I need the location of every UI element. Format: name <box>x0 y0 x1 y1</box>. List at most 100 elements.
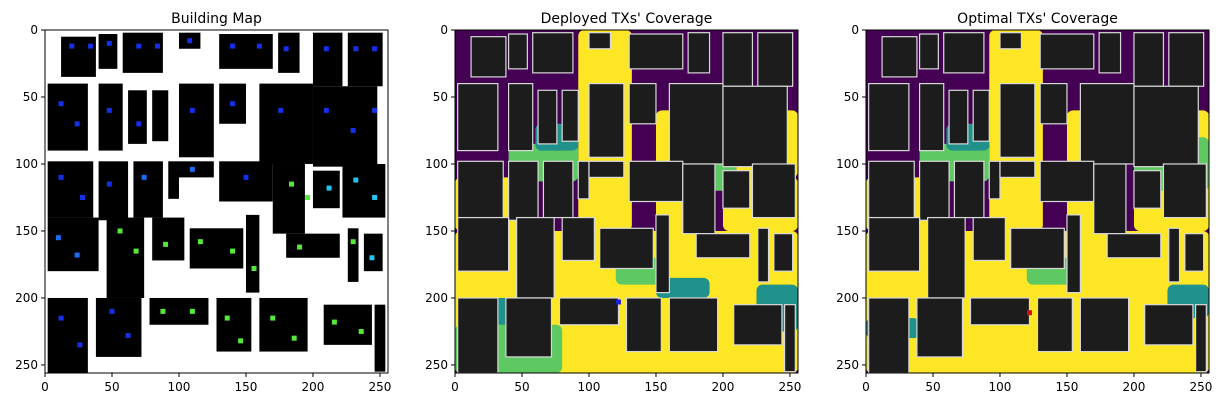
candidate-tx-marker <box>197 239 203 245</box>
building <box>1106 233 1162 259</box>
candidate-tx-marker <box>69 43 75 49</box>
building <box>1039 33 1095 70</box>
y-tick-label: 200 <box>836 291 859 305</box>
building <box>347 228 359 282</box>
building <box>918 82 945 152</box>
building <box>47 297 88 373</box>
axes-frame <box>865 29 1210 374</box>
candidate-tx-marker <box>326 185 332 191</box>
building <box>1093 163 1127 235</box>
x-tick-label: 150 <box>645 380 668 394</box>
building <box>245 214 260 293</box>
building <box>286 233 340 258</box>
building <box>628 82 657 125</box>
building <box>918 160 950 221</box>
building <box>561 89 579 142</box>
building <box>999 32 1023 50</box>
building <box>189 228 244 269</box>
building <box>1079 297 1130 353</box>
building <box>668 297 719 353</box>
building <box>47 161 94 218</box>
building <box>628 160 684 203</box>
y-tick-label: 150 <box>15 224 38 238</box>
candidate-tx-marker <box>291 335 297 341</box>
building <box>1133 85 1199 168</box>
building <box>722 170 751 209</box>
candidate-tx-marker <box>372 107 378 113</box>
building <box>133 161 163 218</box>
building <box>668 82 724 165</box>
panel-title: Deployed TXs' Coverage <box>541 11 713 27</box>
building <box>1133 170 1162 209</box>
x-tick-label: 250 <box>1190 380 1213 394</box>
y-tick-label: 100 <box>425 157 448 171</box>
candidate-tx-marker <box>238 338 244 344</box>
y-tick-label: 0 <box>30 23 38 37</box>
building <box>532 32 574 74</box>
candidate-tx-marker <box>58 174 64 180</box>
candidate-tx-marker <box>243 174 249 180</box>
x-tick-label: 100 <box>578 380 601 394</box>
x-tick-label: 200 <box>302 380 325 394</box>
panel-title: Optimal TXs' Coverage <box>957 11 1118 27</box>
building <box>542 160 574 219</box>
candidate-tx-marker <box>305 194 311 200</box>
building <box>918 33 939 70</box>
building <box>733 304 783 346</box>
candidate-tx-marker <box>106 107 112 113</box>
building <box>916 297 964 358</box>
building <box>342 163 386 218</box>
x-tick-label: 0 <box>862 380 870 394</box>
candidate-tx-marker <box>58 101 64 107</box>
building <box>178 83 214 158</box>
building <box>1195 304 1207 373</box>
candidate-tx-marker <box>270 315 276 321</box>
candidate-tx-marker <box>106 181 112 187</box>
building <box>1133 32 1165 87</box>
building <box>625 297 662 353</box>
building <box>972 216 1006 262</box>
y-tick-label: 200 <box>425 291 448 305</box>
x-tick-label: 200 <box>712 380 735 394</box>
y-tick-label: 0 <box>851 23 859 37</box>
x-tick-label: 250 <box>779 380 802 394</box>
candidate-tx-marker <box>372 194 378 200</box>
candidate-tx-marker <box>189 166 195 172</box>
candidate-tx-marker <box>155 43 161 49</box>
building <box>999 160 1036 178</box>
y-tick-label: 100 <box>836 157 859 171</box>
building <box>687 32 711 74</box>
candidate-tx-marker <box>230 101 236 107</box>
y-tick-label: 250 <box>15 358 38 372</box>
building <box>722 85 788 168</box>
building <box>773 233 794 272</box>
building <box>61 36 96 77</box>
candidate-tx-marker <box>323 46 329 52</box>
building <box>588 160 625 178</box>
building <box>312 170 340 209</box>
building <box>219 161 273 202</box>
candidate-tx-marker <box>283 46 289 52</box>
building <box>152 217 185 261</box>
building <box>272 163 305 234</box>
candidate-tx-marker <box>55 235 61 241</box>
building <box>881 36 918 78</box>
building <box>470 36 507 78</box>
y-tick-label: 50 <box>23 90 38 104</box>
plot-area <box>455 30 798 373</box>
candidate-tx-marker <box>160 308 166 314</box>
x-tick-label: 100 <box>168 380 191 394</box>
building <box>558 297 620 326</box>
y-tick-label: 250 <box>425 358 448 372</box>
candidate-tx-marker <box>230 248 236 254</box>
building <box>1098 32 1122 74</box>
building <box>363 233 383 272</box>
x-tick-label: 150 <box>1056 380 1079 394</box>
candidate-tx-marker <box>323 107 329 113</box>
candidate-tx-marker <box>353 46 359 52</box>
building <box>868 160 915 219</box>
building <box>537 89 558 145</box>
building <box>751 163 796 219</box>
